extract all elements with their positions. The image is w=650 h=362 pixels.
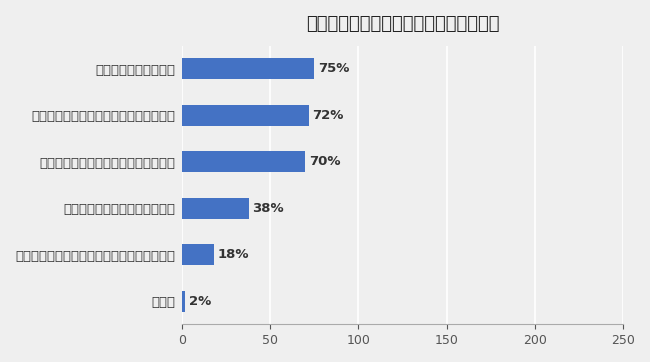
Title: プログラミング教育で力を入れたいこと: プログラミング教育で力を入れたいこと	[306, 15, 499, 33]
Bar	[182, 244, 214, 265]
Bar	[182, 58, 315, 79]
Text: 18%: 18%	[217, 248, 249, 261]
Text: 2%: 2%	[189, 295, 211, 308]
Text: 75%: 75%	[318, 62, 349, 75]
Text: 38%: 38%	[252, 202, 284, 215]
Bar	[182, 198, 249, 219]
Text: 72%: 72%	[313, 109, 344, 122]
Text: 70%: 70%	[309, 155, 341, 168]
Bar	[182, 105, 309, 126]
Bar	[182, 291, 185, 312]
Bar	[182, 151, 306, 172]
